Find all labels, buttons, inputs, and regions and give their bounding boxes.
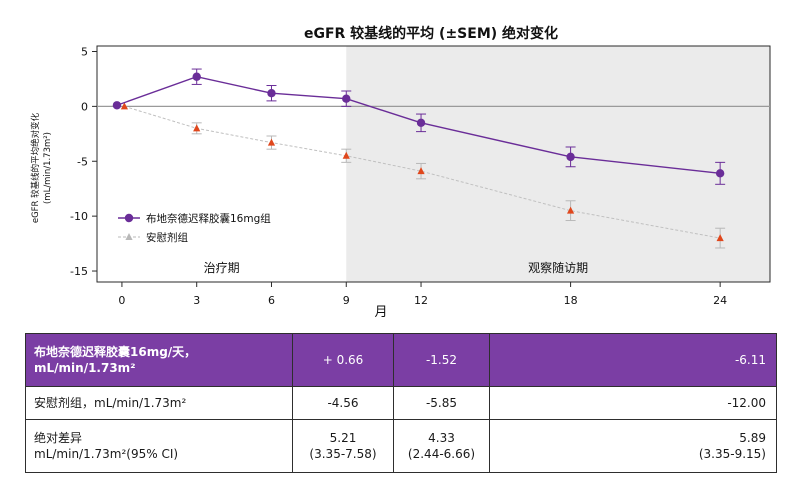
egfr-chart: eGFR 较基线的平均 (±SEM) 绝对变化 治疗期 观察随访期 5 0 -5 -10 -… xyxy=(30,25,771,320)
summary-table: 布地奈德迟释胶囊16mg/天， mL/min/1.73m² + 0.66 -1.… xyxy=(25,332,777,474)
data-point-placebo xyxy=(566,206,575,214)
data-point-budesonide xyxy=(342,94,351,103)
cell-month12: -5.85 xyxy=(393,386,490,420)
row-label: 安慰剂组，mL/min/1.73m² xyxy=(25,386,293,420)
cell-month24: -12.00 xyxy=(489,386,777,420)
cell-month12: 4.33 (2.44-6.66) xyxy=(393,418,490,474)
data-point-placebo xyxy=(120,102,129,110)
phase-label: 观察随访期 xyxy=(528,260,588,275)
x-tick-label: 3 xyxy=(193,294,200,307)
legend-label-placebo: 安慰剂组 xyxy=(146,231,188,244)
phase-label: 治疗期 xyxy=(204,261,240,275)
cell-month9: + 0.66 xyxy=(292,332,394,388)
y-tick-label: 0 xyxy=(81,100,88,113)
x-tick-label: 6 xyxy=(268,294,275,307)
x-axis-label: 月 xyxy=(374,305,387,320)
data-point-budesonide xyxy=(566,152,575,162)
y-tick-label: -10 xyxy=(70,210,88,223)
data-point-placebo xyxy=(716,234,724,242)
data-point-placebo xyxy=(193,124,201,132)
data-point-placebo xyxy=(267,138,276,146)
data-point-budesonide xyxy=(267,89,276,98)
y-tick-label: -5 xyxy=(77,155,88,168)
y-axis-label-line1: eGFR 较基线的平均绝对变化 xyxy=(30,112,41,223)
plot-frame xyxy=(96,45,771,283)
table-row: 布地奈德迟释胶囊16mg/天， mL/min/1.73m² + 0.66 -1.… xyxy=(25,332,777,388)
data-point-budesonide xyxy=(715,169,725,178)
x-tick-label: 24 xyxy=(713,294,727,307)
phase-background xyxy=(97,46,347,282)
cell-month24: 5.89 (3.35-9.15) xyxy=(489,418,777,474)
table-row: 绝对差异 mL/min/1.73m²(95% CI) 5.21 (3.35-7.… xyxy=(25,418,777,474)
data-point-budesonide xyxy=(112,101,122,110)
y-tick-label: -15 xyxy=(70,265,88,278)
cell-month12: -1.52 xyxy=(393,332,490,388)
cell-month9: 5.21 (3.35-7.58) xyxy=(292,418,394,474)
legend-label-budesonide: 布地奈德迟释胶囊16mg组 xyxy=(146,212,271,225)
data-point-placebo xyxy=(342,151,350,159)
table-row: 安慰剂组，mL/min/1.73m² -4.56 -5.85 -12.00 xyxy=(25,386,777,420)
chart-title: eGFR 较基线的平均 (±SEM) 绝对变化 xyxy=(304,25,558,42)
y-axis-label-line2: (mL/min/1.73m²) xyxy=(43,132,53,204)
x-tick-label: 18 xyxy=(564,294,578,307)
row-label: 布地奈德迟释胶囊16mg/天， mL/min/1.73m² xyxy=(25,332,293,388)
row-label: 绝对差异 mL/min/1.73m²(95% CI) xyxy=(25,418,293,474)
legend-marker-budesonide xyxy=(124,213,134,223)
legend-marker-placebo xyxy=(125,233,133,240)
plot-area: 治疗期 观察随访期 5 0 -5 -10 -15 0 3 6 9 12 18 24 布地奈德迟释胶囊16mg… xyxy=(70,45,771,307)
cell-month24: -6.11 xyxy=(489,332,777,388)
phase-background xyxy=(346,46,770,282)
x-tick-label: 9 xyxy=(343,294,350,307)
cell-month9: -4.56 xyxy=(292,386,394,420)
x-tick-label: 12 xyxy=(414,294,428,307)
y-tick-label: 5 xyxy=(81,45,88,58)
data-point-budesonide xyxy=(192,72,201,81)
data-point-placebo xyxy=(417,167,425,175)
data-point-budesonide xyxy=(416,118,426,128)
x-tick-label: 0 xyxy=(118,294,125,307)
